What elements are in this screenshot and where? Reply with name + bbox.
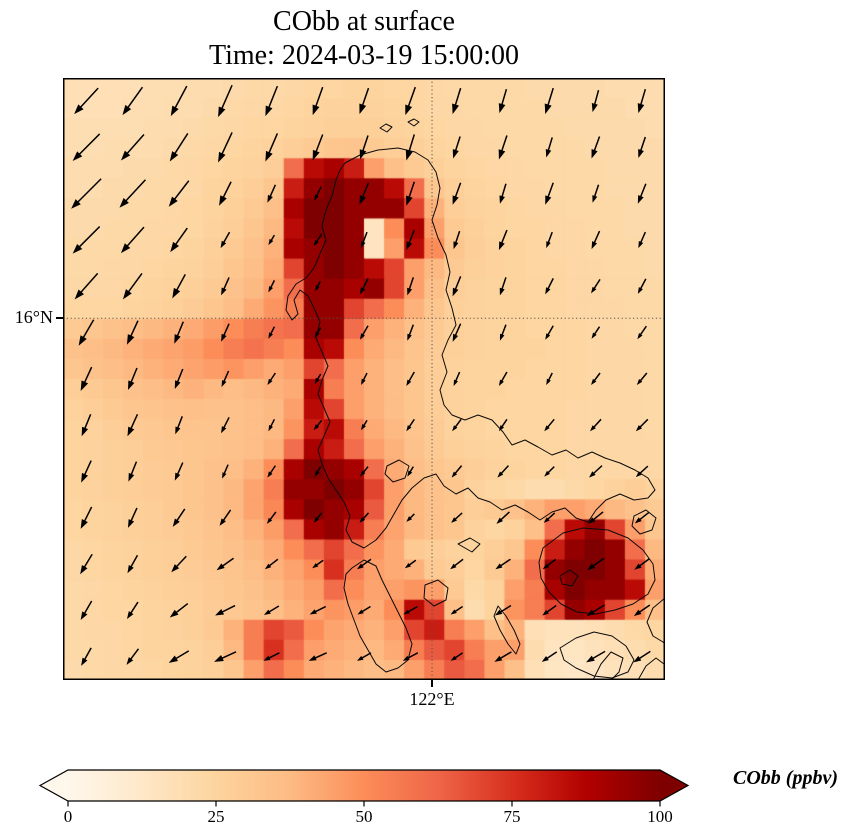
coastline-tayabas-islet: [457, 537, 481, 553]
coastline-catanduanes: [631, 509, 657, 535]
map-axes: [63, 78, 665, 680]
coastline-bicol-lake: [559, 569, 579, 587]
y-tick-mark: [56, 317, 63, 319]
figure-subtitle: Time: 2024-03-19 15:00:00: [208, 40, 520, 71]
x-tick-mark: [431, 680, 433, 687]
coastline-samar-edge: [646, 597, 665, 645]
colorbar-tick-label: 50: [355, 807, 373, 826]
colorbar: 0 25 50 75 100: [35, 765, 725, 835]
x-tick-label: 122°E: [409, 689, 455, 709]
y-tick-label: 16°N: [14, 307, 53, 327]
colorbar-tick-label: 75: [503, 807, 521, 826]
coastline-marinduque: [423, 579, 449, 607]
colorbar-tick-label: 100: [647, 807, 673, 826]
coastline-visayas-edge-2: [637, 657, 665, 680]
map-overlay: [63, 78, 665, 680]
coastline-mindoro: [343, 559, 413, 673]
colorbar-bar: [38, 769, 690, 807]
coastline-visayas-edge-1: [592, 651, 624, 680]
coastline-luzon: [285, 147, 656, 549]
coastline-masbate: [559, 631, 635, 679]
coastline-islet-north-1: [379, 123, 393, 133]
colorbar-tick-label: 0: [63, 807, 73, 826]
colorbar-label: CObb (ppbv): [733, 767, 838, 789]
coastline-islet-north-2: [407, 118, 420, 127]
coastline-bicol-island: [538, 527, 656, 615]
coastline-burias: [493, 605, 521, 655]
colorbar-tick-label: 25: [207, 807, 225, 826]
coastline-laguna-lake: [384, 459, 410, 483]
figure-title: CObb at surface: [273, 6, 455, 37]
